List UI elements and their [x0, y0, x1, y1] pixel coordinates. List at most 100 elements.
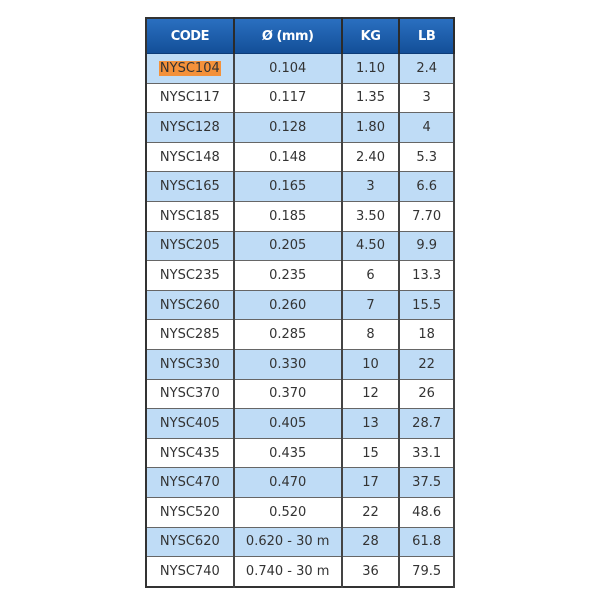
code-value: NYSC165 — [159, 179, 220, 195]
cell-diameter: 0.205 — [233, 231, 343, 262]
cell-diameter: 0.405 — [233, 408, 343, 439]
kg-value: 17 — [362, 475, 379, 491]
cell-kg: 28 — [341, 527, 401, 558]
cell-code: NYSC117 — [146, 83, 235, 114]
cell-lb: 18 — [399, 319, 455, 350]
cell-diameter: 0.330 — [233, 349, 343, 380]
kg-value: 7 — [366, 297, 375, 313]
lb-value: 5.3 — [416, 149, 437, 165]
lb-value: 6.6 — [416, 179, 437, 195]
diameter-value: 0.235 — [269, 267, 307, 283]
cell-lb: 15.5 — [399, 290, 455, 321]
header-row: CODE Ø (mm) KG LB — [145, 17, 455, 54]
cell-code: NYSC620 — [146, 527, 235, 558]
diameter-value: 0.330 — [269, 356, 307, 372]
cell-code: NYSC205 — [146, 231, 235, 262]
cell-diameter: 0.260 — [233, 290, 343, 321]
cell-kg: 8 — [341, 319, 401, 350]
cell-code: NYSC435 — [146, 438, 235, 469]
cell-code: NYSC148 — [146, 142, 235, 173]
diameter-value: 0.435 — [269, 445, 307, 461]
diameter-value: 0.740 - 30 m — [245, 563, 330, 579]
kg-value: 1.80 — [356, 119, 385, 135]
table-row: NYSC104 0.104 1.10 2.4 — [146, 53, 455, 84]
diameter-value: 0.405 — [269, 415, 307, 431]
lb-value: 26 — [418, 386, 435, 402]
table-row: NYSC740 0.740 - 30 m 36 79.5 — [146, 556, 455, 588]
table-row: NYSC405 0.405 13 28.7 — [146, 408, 455, 439]
lb-value: 9.9 — [416, 238, 437, 254]
code-value: NYSC235 — [159, 267, 220, 283]
cell-lb: 7.70 — [399, 201, 455, 232]
cell-diameter: 0.520 — [233, 497, 343, 528]
code-value: NYSC470 — [159, 475, 220, 491]
cell-lb: 13.3 — [399, 260, 455, 291]
lb-value: 61.8 — [412, 534, 442, 550]
cell-lb: 33.1 — [399, 438, 455, 469]
cell-lb: 79.5 — [399, 556, 455, 588]
code-value: NYSC435 — [159, 445, 220, 461]
header-diameter: Ø (mm) — [233, 17, 343, 54]
diameter-value: 0.148 — [269, 149, 307, 165]
kg-value: 12 — [362, 386, 379, 402]
lb-value: 79.5 — [412, 563, 442, 579]
cell-kg: 3 — [341, 171, 401, 202]
diameter-value: 0.128 — [269, 119, 307, 135]
kg-value: 36 — [362, 563, 379, 579]
cell-kg: 15 — [341, 438, 401, 469]
cell-diameter: 0.128 — [233, 112, 343, 143]
kg-value: 3 — [366, 179, 375, 195]
table-row: NYSC620 0.620 - 30 m 28 61.8 — [146, 527, 455, 558]
code-value: NYSC260 — [159, 297, 220, 313]
cell-kg: 1.80 — [341, 112, 401, 143]
cell-code: NYSC405 — [146, 408, 235, 439]
cell-code: NYSC740 — [146, 556, 235, 588]
cell-diameter: 0.370 — [233, 379, 343, 410]
cell-kg: 10 — [341, 349, 401, 380]
table-row: NYSC260 0.260 7 15.5 — [146, 290, 455, 321]
cell-lb: 5.3 — [399, 142, 455, 173]
cell-lb: 37.5 — [399, 467, 455, 498]
lb-value: 13.3 — [412, 267, 442, 283]
cell-lb: 4 — [399, 112, 455, 143]
diameter-value: 0.165 — [269, 179, 307, 195]
cell-code: NYSC104 — [146, 53, 235, 84]
table-row: NYSC330 0.330 10 22 — [146, 349, 455, 380]
code-value: NYSC205 — [159, 238, 220, 254]
cell-kg: 6 — [341, 260, 401, 291]
cell-kg: 7 — [341, 290, 401, 321]
table-row: NYSC205 0.205 4.50 9.9 — [146, 231, 455, 262]
kg-value: 3.50 — [356, 208, 385, 224]
lb-value: 2.4 — [416, 60, 437, 76]
cell-diameter: 0.104 — [233, 53, 343, 84]
lb-value: 15.5 — [412, 297, 442, 313]
table-row: NYSC285 0.285 8 18 — [146, 319, 455, 350]
lb-value: 7.70 — [412, 208, 442, 224]
diameter-value: 0.520 — [269, 504, 307, 520]
header-kg: KG — [341, 17, 401, 54]
table-row: NYSC185 0.185 3.50 7.70 — [146, 201, 455, 232]
code-value: NYSC128 — [159, 119, 220, 135]
cell-kg: 22 — [341, 497, 401, 528]
table-row: NYSC520 0.520 22 48.6 — [146, 497, 455, 528]
cell-kg: 1.35 — [341, 83, 401, 114]
table-row: NYSC235 0.235 6 13.3 — [146, 260, 455, 291]
cell-code: NYSC128 — [146, 112, 235, 143]
cell-lb: 6.6 — [399, 171, 455, 202]
kg-value: 4.50 — [356, 238, 385, 254]
cell-lb: 26 — [399, 379, 455, 410]
kg-value: 8 — [366, 327, 375, 343]
kg-value: 1.35 — [356, 90, 385, 106]
cell-diameter: 0.620 - 30 m — [233, 527, 343, 558]
kg-value: 6 — [366, 267, 375, 283]
diameter-value: 0.370 — [269, 386, 307, 402]
cell-code: NYSC470 — [146, 467, 235, 498]
kg-value: 10 — [362, 356, 379, 372]
lb-value: 3 — [422, 90, 431, 106]
code-value: NYSC185 — [159, 208, 220, 224]
lb-value: 28.7 — [412, 415, 442, 431]
code-value: NYSC740 — [159, 563, 220, 579]
cell-diameter: 0.285 — [233, 319, 343, 350]
cell-kg: 36 — [341, 556, 401, 588]
table-row: NYSC117 0.117 1.35 3 — [146, 83, 455, 114]
